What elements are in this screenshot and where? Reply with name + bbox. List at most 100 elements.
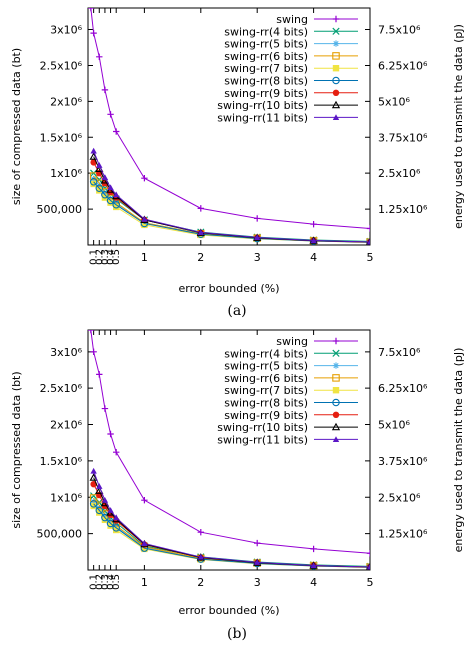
data-point [141, 545, 148, 553]
series-line [93, 156, 370, 243]
x-tick-label: 1 [141, 251, 148, 264]
data-point [89, 500, 98, 508]
data-point [197, 229, 204, 235]
data-point [254, 215, 261, 222]
y-tick-label: 500,000 [37, 528, 83, 541]
series-swing-rr-8-bits- [89, 500, 370, 570]
y-axis-label: size of compressed data (bt) [10, 371, 23, 528]
data-point [310, 545, 317, 553]
data-point [96, 371, 103, 378]
legend-marker [332, 15, 340, 23]
series-line [93, 503, 370, 568]
y2-tick-label: 1.25x10⁶ [378, 528, 428, 541]
series-swing-rr-11-bits- [90, 147, 370, 245]
x-tick-label: 3 [254, 251, 261, 264]
data-point [106, 519, 115, 528]
legend-marker [332, 337, 340, 345]
legend-label: swing-rr(5 bits) [224, 38, 308, 51]
legend-label: swing-rr(7 bits) [224, 384, 308, 397]
data-point [107, 195, 114, 203]
series-swing-rr-4-bits- [90, 492, 370, 570]
legend-marker [332, 349, 340, 357]
y-axis-label: size of compressed data (bt) [10, 48, 23, 205]
series-line [93, 181, 370, 243]
data-point [141, 540, 148, 547]
data-point [89, 172, 98, 180]
legend-label: swing-rr(10 bits) [217, 99, 308, 112]
data-point [310, 562, 317, 569]
legend-label: swing-rr(9 bits) [224, 409, 308, 422]
data-point [106, 196, 115, 205]
series-swing [88, 330, 370, 557]
data-point [141, 221, 148, 229]
data-point [95, 184, 104, 193]
series-line [93, 477, 370, 568]
x-tick-label: 0.2 [94, 249, 105, 265]
x-tick-label: 0.5 [111, 574, 122, 590]
data-point [90, 348, 97, 356]
data-point [101, 405, 109, 412]
x-tick-label: 1 [141, 576, 148, 589]
y-tick-label: 2.5x10⁶ [40, 382, 83, 395]
y2-tick-label: 7.5x10⁶ [378, 24, 421, 37]
series-swing-rr-10-bits- [89, 473, 370, 570]
legend-label: swing-rr(10 bits) [217, 421, 308, 434]
x-tick-label: 0.2 [94, 574, 105, 590]
data-point [107, 184, 114, 191]
y2-tick-label: 2.5x10⁶ [378, 167, 421, 180]
data-point [107, 518, 114, 526]
data-point [107, 507, 114, 513]
legend-marker [332, 89, 340, 97]
legend-label: swing-rr(8 bits) [224, 397, 308, 410]
y2-tick-label: 3.75x10⁶ [378, 131, 428, 144]
data-point [95, 506, 104, 515]
data-point [113, 526, 120, 534]
data-point [141, 215, 148, 222]
chart-a: 500,000 1x10⁶ 1.5x10⁶ 2x10⁶ 2.5x10⁶ 3x10⁶ 1.25… [10, 7, 465, 319]
x-tick-label: 0.1 [89, 249, 100, 265]
y-tick-label: 500,000 [37, 203, 83, 216]
y-tick-label: 2.5x10⁶ [40, 59, 83, 72]
y2-tick-label: 7.5x10⁶ [378, 346, 421, 359]
legend-marker [332, 411, 340, 418]
series-line [93, 483, 370, 568]
y-tick-label: 1x10⁶ [50, 167, 83, 180]
legend-label: swing-rr(6 bits) [224, 372, 308, 385]
y-tick-label: 1.5x10⁶ [40, 131, 83, 144]
data-point [101, 190, 109, 197]
legend-label: swing-rr(7 bits) [224, 62, 308, 75]
y2-tick-label: 1.25x10⁶ [378, 203, 428, 216]
legend-label: swing-rr(4 bits) [224, 347, 308, 360]
data-point [113, 448, 120, 456]
series-swing-rr-10-bits- [89, 152, 370, 245]
figure-caption: (a) [227, 303, 246, 319]
data-point [101, 512, 109, 520]
x-axis-label: error bounded (%) [178, 282, 279, 295]
x-tick-label: 2 [197, 576, 204, 589]
legend-label: swing-rr(4 bits) [224, 25, 308, 38]
data-point [89, 178, 98, 186]
data-point [112, 524, 120, 532]
data-point [310, 237, 317, 244]
data-point [113, 200, 120, 207]
series-line [93, 497, 370, 568]
plot-frame [87, 329, 371, 571]
y2-tick-label: 6.25x10⁶ [378, 382, 428, 395]
y2-tick-label: 3.75x10⁶ [378, 455, 428, 468]
legend-marker [331, 422, 341, 431]
y-tick-label: 2x10⁶ [50, 95, 83, 108]
series-line [93, 495, 370, 567]
legend-marker [332, 27, 340, 35]
x-tick-label: 4 [310, 251, 317, 264]
y2-tick-label: 5x10⁶ [378, 419, 411, 432]
x-tick-label: 0.4 [106, 574, 117, 590]
y2-axis-label: energy used to transmit the data (pJ) [452, 24, 465, 229]
legend-label: swing [276, 335, 308, 348]
legend-label: swing-rr(5 bits) [224, 360, 308, 373]
data-point [107, 199, 114, 206]
x-tick-label: 0.4 [106, 249, 117, 265]
legend-marker [332, 436, 340, 442]
legend-marker [332, 52, 340, 60]
x-tick-label: 4 [310, 576, 317, 589]
